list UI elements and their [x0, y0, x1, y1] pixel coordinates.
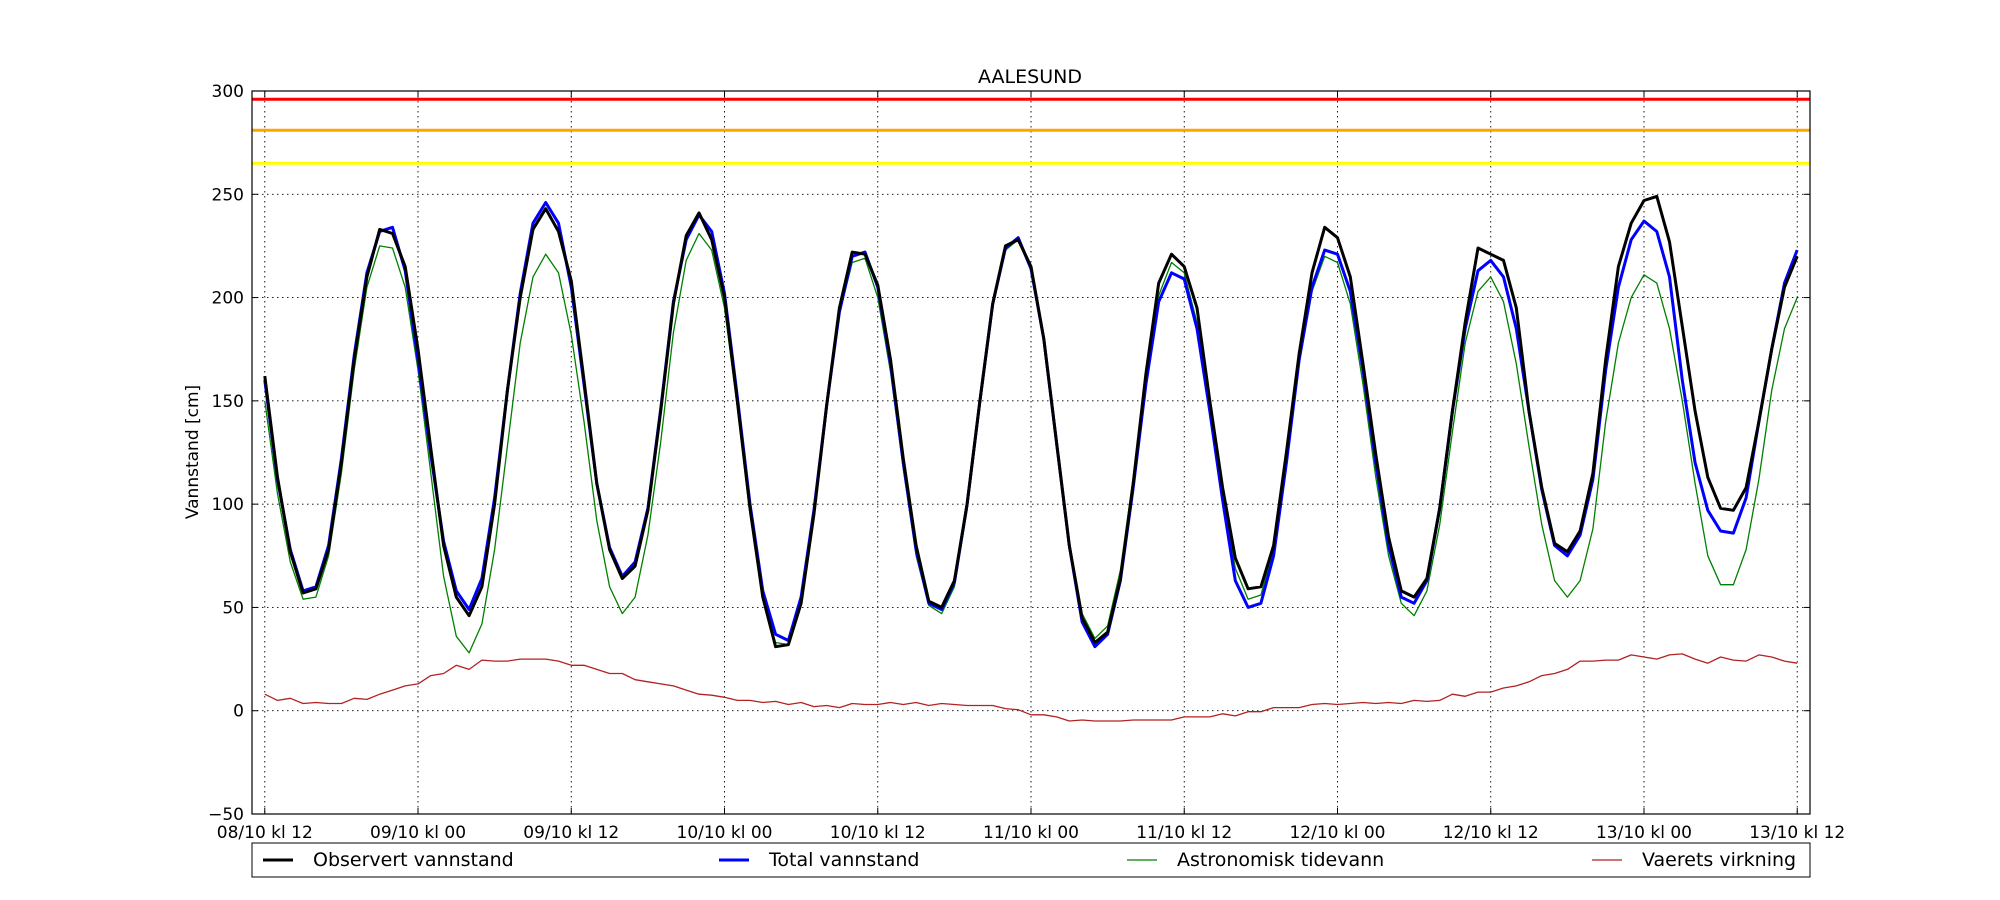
x-tick-label: 09/10 kl 12	[523, 823, 619, 843]
x-tick-label: 09/10 kl 00	[370, 823, 466, 843]
legend-label: Observert vannstand	[313, 849, 514, 871]
x-tick-label: 13/10 kl 00	[1596, 823, 1692, 843]
y-tick-label: 0	[233, 702, 244, 722]
x-tick-label: 10/10 kl 00	[677, 823, 773, 843]
y-tick-label: 100	[212, 495, 244, 515]
x-axis-ticks: 08/10 kl 12 09/10 kl 00 09/10 kl 12 10/10 k…	[217, 91, 1845, 843]
legend-item-total: Total vannstand	[719, 849, 919, 871]
legend-item-weather: Vaerets virkning	[1592, 849, 1796, 871]
x-tick-label: 12/10 kl 00	[1289, 823, 1385, 843]
x-tick-label: 08/10 kl 12	[217, 823, 313, 843]
legend: Observert vannstand Total vannstand Astron…	[251, 842, 1811, 878]
legend-label: Total vannstand	[768, 849, 919, 871]
y-tick-label: −50	[208, 805, 244, 825]
y-tick-label: 200	[212, 289, 244, 309]
x-tick-label: 11/10 kl 12	[1136, 823, 1232, 843]
x-tick-label: 13/10 kl 12	[1749, 823, 1845, 843]
threshold-lines	[252, 97, 1810, 165]
weather-series-line	[264, 653, 1798, 722]
y-tick-label: 250	[212, 185, 244, 205]
legend-label: Astronomisk tidevann	[1177, 849, 1384, 871]
legend-item-astronomical: Astronomisk tidevann	[1127, 849, 1384, 871]
legend-item-observed: Observert vannstand	[263, 849, 514, 871]
y-axis-ticks: −50 0 50 100 150 200 250 300	[208, 82, 1810, 825]
x-tick-label: 12/10 kl 12	[1443, 823, 1539, 843]
y-tick-label: 50	[222, 598, 244, 618]
chart-title: AALESUND	[978, 66, 1082, 88]
y-tick-label: 300	[212, 82, 244, 102]
observed-series-line	[263, 194, 1799, 649]
y-tick-label: 150	[212, 392, 244, 412]
y-axis-label: Vannstand [cm]	[183, 385, 203, 519]
x-tick-label: 10/10 kl 12	[830, 823, 926, 843]
series-lines	[263, 194, 1799, 722]
grid-lines	[252, 91, 1810, 814]
x-tick-label: 11/10 kl 00	[983, 823, 1079, 843]
legend-label: Vaerets virkning	[1642, 849, 1796, 871]
legend-frame	[251, 842, 1811, 878]
